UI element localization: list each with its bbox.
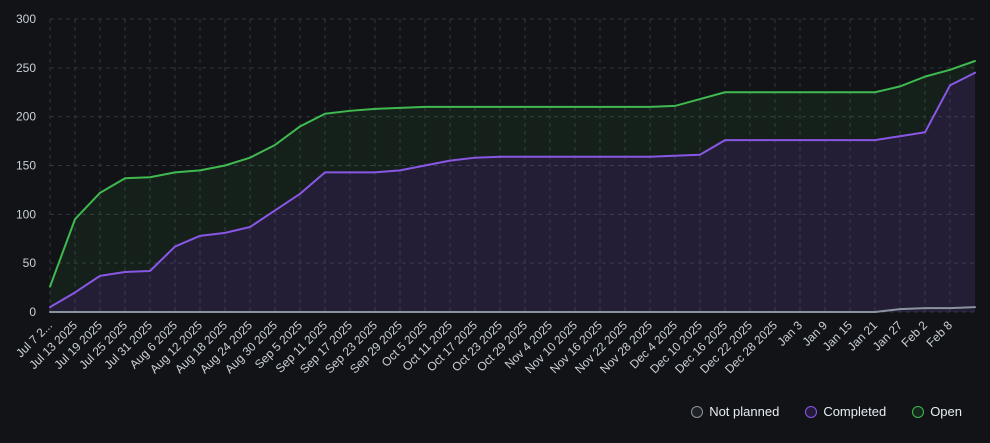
legend-label-open: Open bbox=[930, 404, 962, 419]
completed-line bbox=[49, 71, 976, 309]
y-tick-label: 100 bbox=[16, 207, 36, 221]
x-tick-label: Feb 8 bbox=[924, 318, 956, 350]
x-tick-label: Feb 2 bbox=[899, 318, 931, 350]
legend-item-not-planned[interactable]: Not planned bbox=[691, 404, 779, 419]
chart-legend: Not planned Completed Open bbox=[691, 404, 962, 419]
legend-swatch-open bbox=[912, 405, 925, 418]
x-tick-label: Jan 3 bbox=[774, 318, 805, 349]
y-tick-label: 150 bbox=[16, 159, 36, 173]
y-tick-label: 250 bbox=[16, 61, 36, 75]
open-area bbox=[50, 61, 975, 308]
legend-item-open[interactable]: Open bbox=[912, 404, 962, 419]
completed-area bbox=[50, 72, 975, 312]
legend-swatch-completed bbox=[805, 405, 818, 418]
y-tick-label: 200 bbox=[16, 110, 36, 124]
y-tick-label: 300 bbox=[16, 12, 36, 26]
y-tick-label: 0 bbox=[29, 305, 36, 319]
not-planned-line bbox=[49, 306, 976, 313]
legend-item-completed[interactable]: Completed bbox=[805, 404, 886, 419]
legend-label-completed: Completed bbox=[823, 404, 887, 419]
y-tick-label: 50 bbox=[23, 256, 37, 270]
legend-swatch-not-planned bbox=[691, 405, 704, 418]
legend-label-not-planned: Not planned bbox=[709, 404, 780, 419]
open-line bbox=[49, 60, 976, 288]
